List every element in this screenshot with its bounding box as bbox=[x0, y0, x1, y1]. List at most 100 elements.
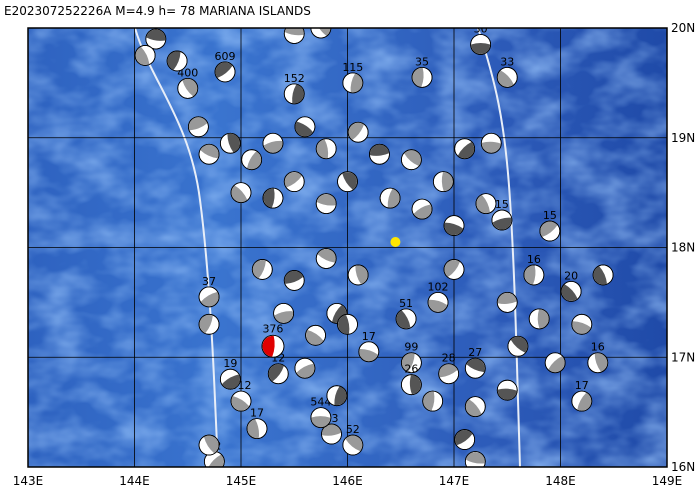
ball-outline bbox=[528, 308, 550, 330]
focal-mechanism bbox=[539, 220, 561, 242]
ball-quadrant bbox=[457, 142, 475, 159]
lat-label: 18N bbox=[671, 241, 695, 255]
ball-quadrant bbox=[466, 358, 485, 373]
ball-quadrant bbox=[322, 424, 341, 436]
event-label: 26 bbox=[404, 363, 418, 376]
ball-outline bbox=[134, 45, 156, 66]
ball-outline bbox=[230, 390, 252, 412]
event-label: 99 bbox=[404, 341, 418, 354]
ball-quadrant bbox=[481, 141, 501, 153]
ball-quadrant bbox=[274, 311, 294, 323]
focal-mechanism bbox=[464, 396, 486, 418]
ball-quadrant bbox=[444, 259, 460, 277]
event-label: 17 bbox=[250, 407, 264, 420]
ball-outline bbox=[187, 116, 209, 138]
event-label: 28 bbox=[442, 352, 456, 365]
focal-mechanism bbox=[544, 352, 566, 374]
ball-outline bbox=[305, 324, 326, 346]
ball-quadrant bbox=[409, 375, 421, 395]
ball-quadrant bbox=[350, 73, 363, 93]
event-label: 16 bbox=[591, 341, 605, 354]
focal-mechanism bbox=[395, 308, 417, 330]
focal-mechanism bbox=[347, 121, 369, 143]
ball-outline bbox=[321, 423, 342, 445]
focal-mechanism bbox=[230, 182, 252, 204]
ball-quadrant bbox=[510, 336, 528, 353]
ball-outline bbox=[379, 187, 401, 209]
ball-quadrant bbox=[423, 391, 435, 411]
focal-mechanism bbox=[480, 132, 502, 154]
focal-mechanism bbox=[198, 434, 220, 456]
ball-outline bbox=[470, 34, 492, 55]
ball-outline bbox=[496, 291, 518, 313]
ball-outline bbox=[283, 171, 305, 193]
lon-label: 145E bbox=[226, 474, 257, 488]
ball-outline bbox=[496, 379, 518, 401]
ball-quadrant bbox=[284, 270, 304, 284]
ball-outline bbox=[432, 171, 454, 193]
event-label: 17 bbox=[575, 379, 589, 392]
ball-quadrant bbox=[146, 29, 166, 41]
event-label: 15 bbox=[495, 198, 509, 211]
ball-outline bbox=[438, 363, 460, 385]
ball-quadrant bbox=[316, 194, 336, 206]
focal-mechanism bbox=[198, 286, 220, 308]
ball-outline bbox=[358, 341, 380, 363]
focal-mechanism bbox=[326, 385, 348, 407]
ball-outline bbox=[427, 291, 449, 313]
ball-quadrant bbox=[540, 221, 558, 237]
event-label: 122 bbox=[145, 17, 166, 30]
focal-mechanism bbox=[315, 248, 337, 269]
ball-outline bbox=[544, 352, 566, 374]
ball-quadrant bbox=[268, 364, 284, 382]
focal-mechanism bbox=[443, 215, 465, 236]
focal-mechanism bbox=[214, 61, 236, 83]
event-label: 19 bbox=[223, 357, 237, 370]
ball-quadrant bbox=[404, 150, 421, 166]
ball-outline bbox=[261, 334, 285, 358]
focal-mechanism bbox=[443, 259, 465, 280]
ball-outline bbox=[198, 313, 220, 335]
event-label: 17 bbox=[362, 330, 376, 343]
focal-mechanism bbox=[198, 143, 220, 165]
ball-quadrant bbox=[200, 144, 219, 159]
ball-quadrant bbox=[247, 151, 262, 170]
focal-mechanism bbox=[411, 198, 433, 220]
ball-quadrant bbox=[497, 70, 514, 87]
ball-outline bbox=[560, 280, 582, 302]
ball-quadrant bbox=[247, 419, 260, 439]
focal-mechanism bbox=[310, 407, 332, 429]
lon-label: 146E bbox=[332, 474, 363, 488]
ball-outline bbox=[480, 132, 502, 154]
ball-outline bbox=[422, 390, 444, 412]
event-label: 15 bbox=[543, 209, 557, 222]
focal-mechanism bbox=[342, 72, 364, 94]
focal-mechanism bbox=[283, 83, 305, 105]
ball-outline bbox=[507, 335, 529, 357]
ball-outline bbox=[294, 357, 316, 379]
focal-mechanism bbox=[560, 280, 582, 302]
focal-mechanism bbox=[454, 138, 476, 160]
focal-mechanism bbox=[400, 374, 422, 396]
ball-quadrant bbox=[441, 172, 453, 192]
focal-mechanism bbox=[187, 116, 209, 138]
focal-mechanism bbox=[177, 77, 199, 99]
lon-label: 147E bbox=[439, 474, 470, 488]
lat-label: 20N bbox=[671, 21, 695, 35]
ball-outline bbox=[310, 407, 332, 429]
ball-quadrant bbox=[204, 435, 219, 454]
focal-mechanism bbox=[262, 132, 284, 154]
ball-quadrant bbox=[200, 291, 219, 307]
ball-outline bbox=[315, 248, 337, 269]
ball-quadrant bbox=[497, 388, 517, 400]
trench-line bbox=[134, 28, 219, 467]
ball-outline bbox=[443, 259, 465, 280]
focal-mechanism bbox=[251, 259, 273, 280]
event-label: 609 bbox=[215, 50, 236, 63]
ball-outline bbox=[315, 138, 337, 160]
focal-mechanism bbox=[411, 66, 433, 88]
ball-outline bbox=[337, 313, 358, 335]
ball-quadrant bbox=[412, 67, 424, 87]
ball-outline bbox=[587, 352, 609, 374]
focal-mechanism bbox=[464, 451, 486, 467]
